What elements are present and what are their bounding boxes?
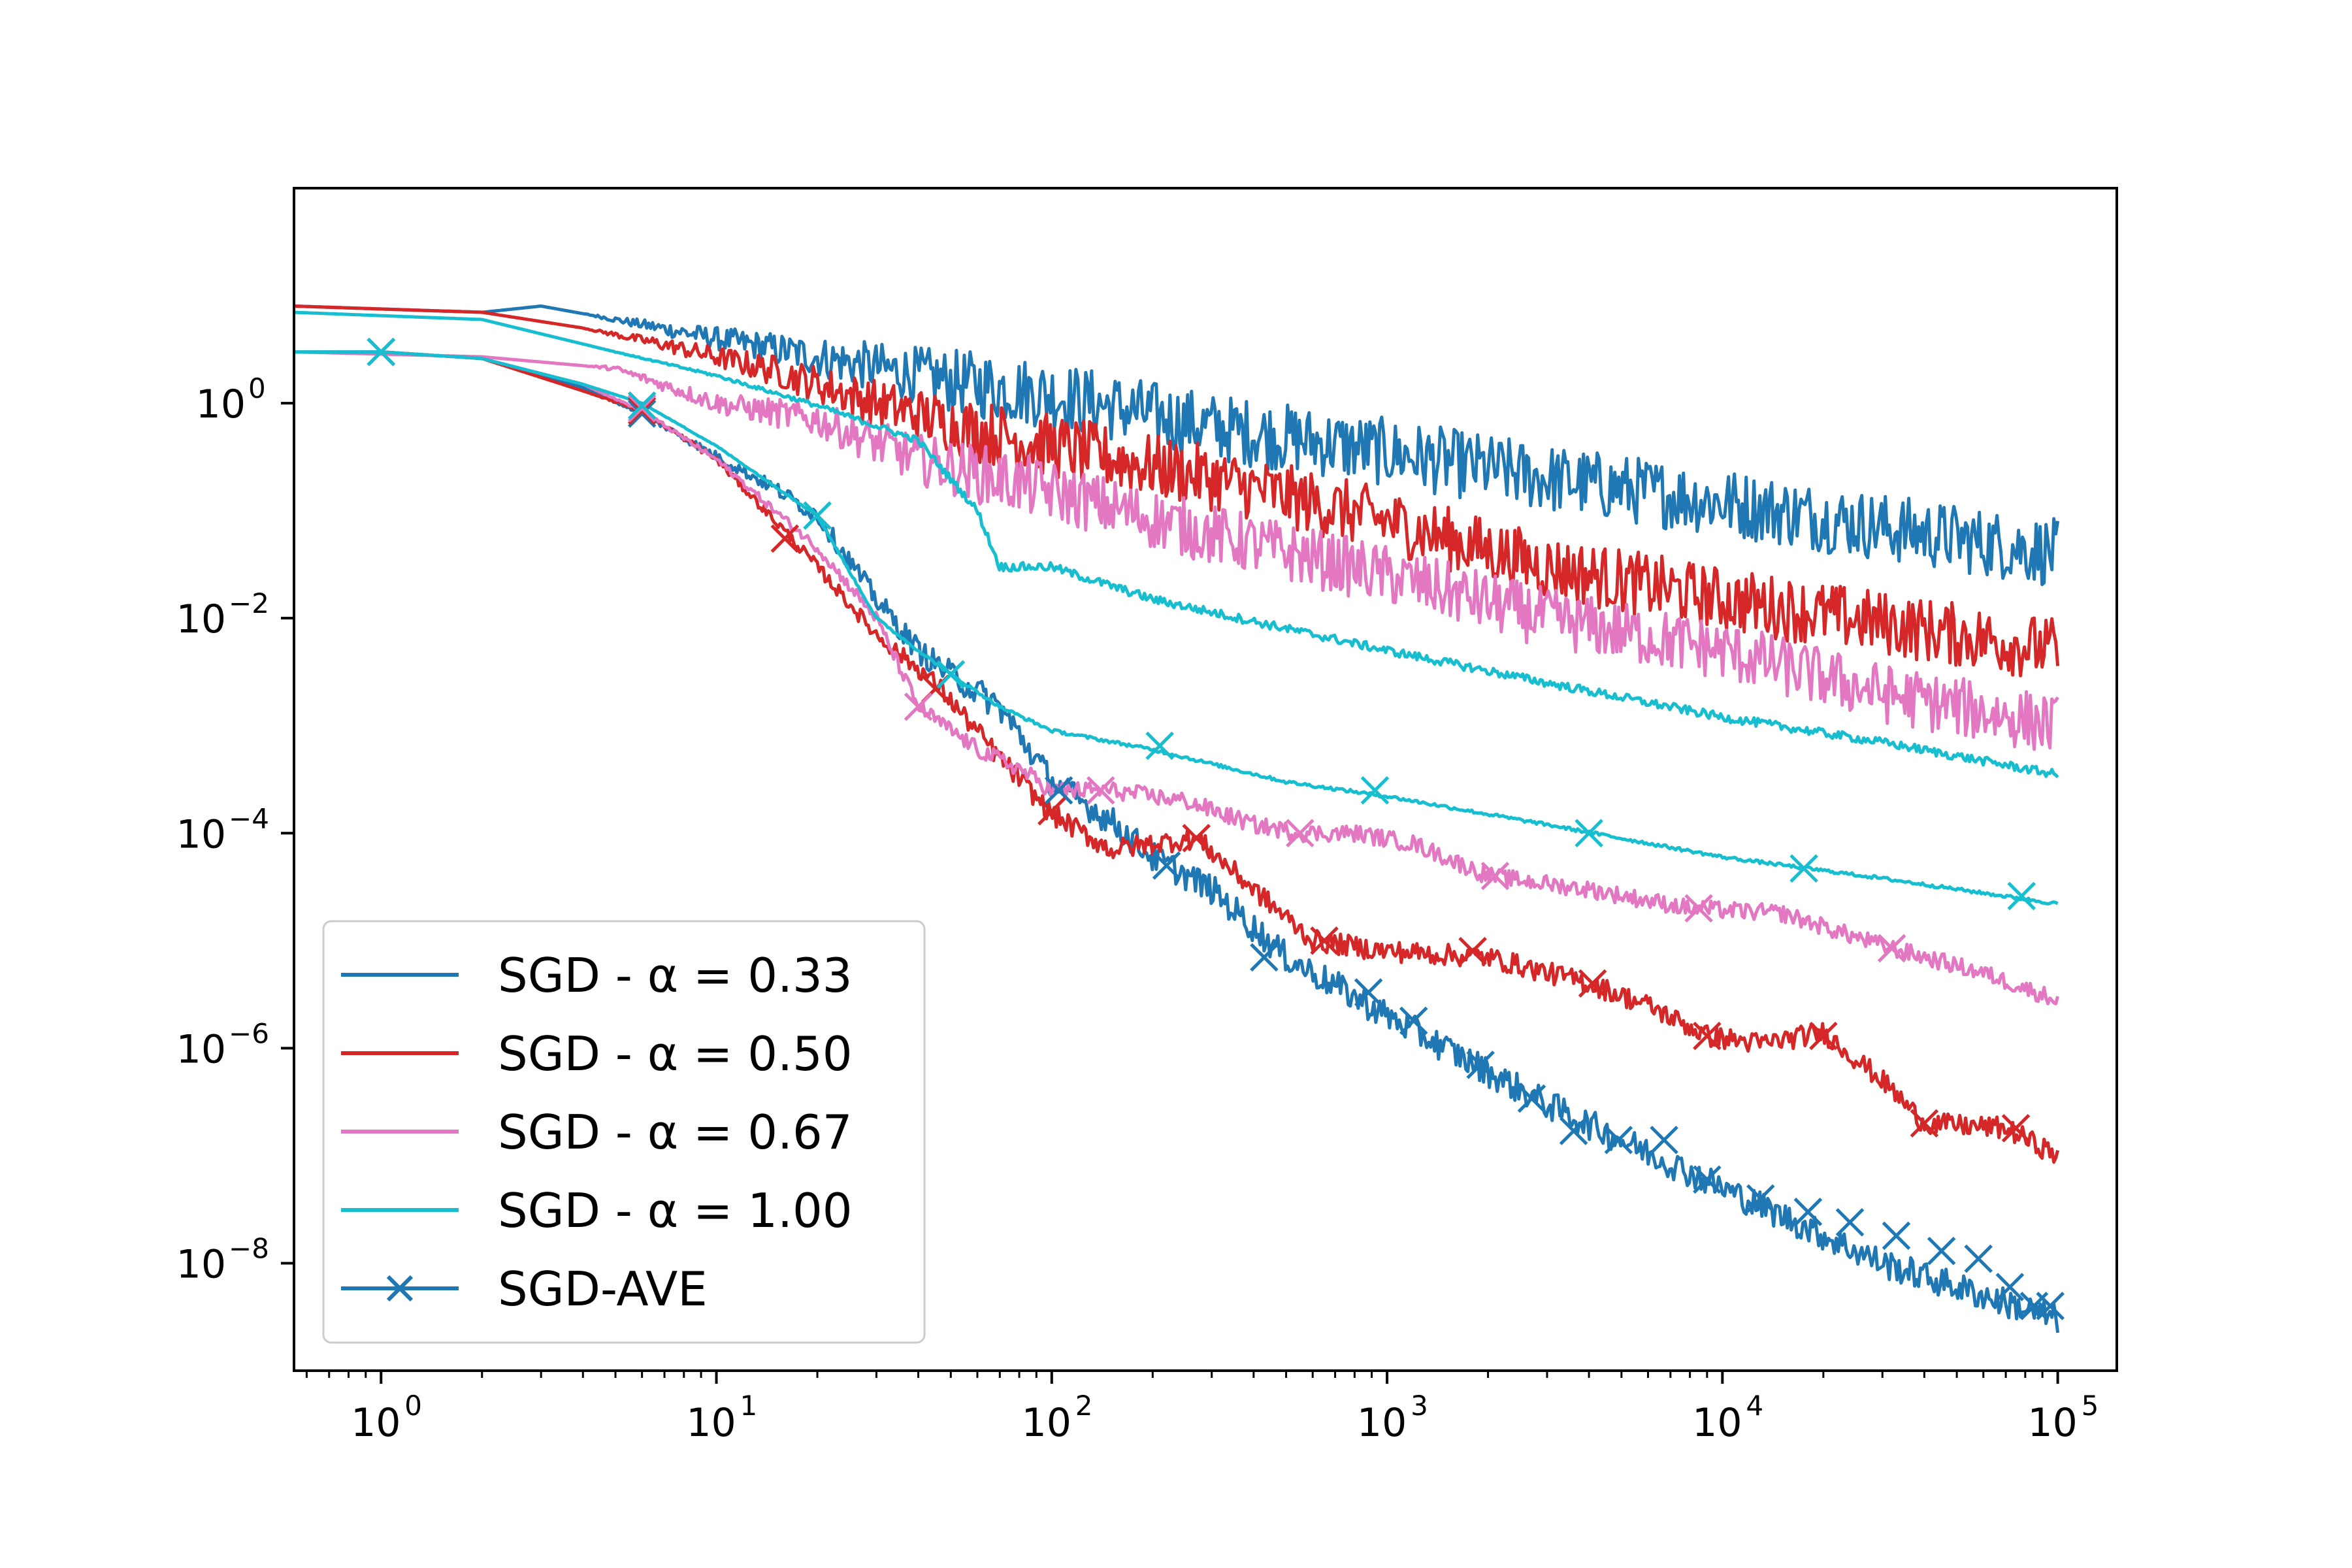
y-tick-exponent: 0 [248, 372, 266, 404]
x-tick-label: 10 [686, 1400, 736, 1446]
x-marker [627, 391, 657, 420]
x-marker [770, 524, 800, 553]
x-marker [803, 501, 832, 530]
x-marker [1650, 1126, 1678, 1154]
x-tick-exponent: 0 [404, 1390, 422, 1422]
legend-label-alpha-100: SGD - α = 1.00 [498, 1183, 853, 1238]
legend: SGD - α = 0.33 SGD - α = 0.50 SGD - α = … [322, 920, 926, 1344]
x-marker [1458, 936, 1487, 966]
series-group [294, 304, 2060, 1333]
legend-x-marker-icon [386, 1275, 414, 1302]
y-tick-label: 10 [176, 1241, 226, 1287]
x-marker [1789, 854, 1818, 883]
x-marker [1517, 1084, 1546, 1113]
x-marker [1466, 1051, 1495, 1079]
y-tick-label: 10 [176, 811, 226, 857]
x-marker [1927, 1236, 1956, 1266]
x-marker [367, 337, 396, 367]
x-marker [1145, 731, 1174, 760]
series-line-5 [294, 350, 2060, 1164]
x-marker [936, 660, 966, 689]
x-marker [2007, 881, 2036, 911]
series-line-1 [294, 304, 2060, 678]
x-marker [1910, 1109, 1939, 1138]
legend-label-alpha-050: SGD - α = 0.50 [498, 1026, 853, 1081]
marker-group [367, 337, 2065, 1320]
x-marker [1044, 776, 1073, 805]
x-tick-exponent: 2 [1075, 1390, 1093, 1422]
x-marker [1480, 861, 1510, 890]
series-line-7 [294, 350, 2059, 906]
x-marker [1835, 1208, 1865, 1237]
x-marker [1693, 1021, 1722, 1051]
x-marker [627, 393, 657, 423]
x-tick-exponent: 3 [1411, 1390, 1428, 1422]
x-marker [1354, 978, 1383, 1007]
x-marker [2036, 1292, 2065, 1320]
legend-label-alpha-033: SGD - α = 0.33 [498, 948, 853, 1003]
x-tick-exponent: 4 [1746, 1390, 1763, 1422]
x-marker [1086, 776, 1115, 805]
x-marker [1684, 894, 1713, 923]
x-marker [1286, 819, 1315, 848]
x-tick-exponent: 1 [740, 1390, 758, 1422]
x-tick-label: 10 [1357, 1400, 1407, 1446]
x-marker [1809, 1021, 1838, 1051]
y-tick-exponent: −8 [229, 1232, 269, 1264]
x-axis: 10 0 10 1 10 2 10 3 10 4 10 5 [305, 1371, 2099, 1446]
y-tick-exponent: −2 [229, 587, 269, 619]
plot-frame [293, 187, 2118, 1372]
x-marker [1877, 934, 1906, 963]
x-tick-label: 10 [1692, 1400, 1742, 1446]
x-marker [2001, 1114, 2031, 1143]
x-marker [1399, 1006, 1428, 1036]
x-marker [1604, 1126, 1633, 1154]
legend-label-alpha-067: SGD - α = 0.67 [498, 1105, 853, 1160]
x-marker [1882, 1221, 1911, 1250]
series-line-2 [294, 350, 2059, 751]
x-marker [1746, 1184, 1775, 1213]
y-tick-label: 10 [196, 382, 246, 427]
y-tick-exponent: −6 [229, 1017, 269, 1049]
x-marker [904, 692, 933, 721]
y-tick-exponent: −4 [229, 802, 269, 834]
x-tick-label: 10 [1022, 1400, 1071, 1446]
x-tick-label: 10 [2027, 1400, 2077, 1446]
x-marker [1559, 1117, 1588, 1145]
x-marker [1578, 969, 1607, 998]
x-marker [1964, 1244, 1993, 1273]
x-marker [1310, 926, 1339, 955]
legend-box [322, 920, 926, 1344]
y-tick-label: 10 [176, 1026, 226, 1072]
legend-label-sgd-ave: SGD-AVE [498, 1262, 708, 1316]
x-tick-exponent: 5 [2082, 1390, 2099, 1422]
x-tick-label: 10 [351, 1400, 400, 1446]
x-marker [627, 396, 657, 425]
x-marker [1250, 943, 1279, 972]
x-marker [1037, 796, 1066, 826]
y-tick-label: 10 [176, 596, 226, 642]
x-marker [1360, 776, 1390, 805]
x-marker [1575, 819, 1603, 848]
series-line-3 [294, 310, 2059, 779]
x-marker [1152, 851, 1181, 880]
x-marker [1793, 1198, 1823, 1226]
x-marker [627, 399, 657, 428]
x-marker [1182, 824, 1211, 853]
x-marker [1995, 1273, 2025, 1301]
x-marker [1693, 1165, 1722, 1194]
